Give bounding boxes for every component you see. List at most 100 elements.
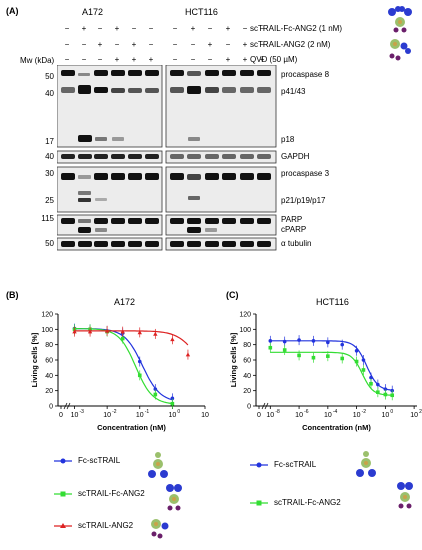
band-label-tubulin: α tubulin bbox=[281, 239, 312, 248]
x-tick-label: 10 bbox=[381, 412, 389, 419]
western-blots bbox=[57, 65, 277, 251]
mw-header: Mw (kDa) bbox=[20, 56, 55, 65]
x-tick-label: 10 bbox=[103, 412, 111, 419]
sign-r0-g0-l0: − bbox=[64, 24, 70, 33]
sign-r0-g1-l4: − bbox=[242, 24, 248, 33]
data-point-0 bbox=[383, 387, 388, 391]
treatment-label-2: scTRAIL-ANG2 (2 nM) bbox=[250, 40, 331, 49]
a172-caspase8-blot bbox=[57, 65, 163, 148]
sign-r2-g1-l3: + bbox=[225, 55, 231, 64]
band-label-p21-p19-p17: p21/p19/p17 bbox=[281, 196, 326, 205]
data-point-2 bbox=[72, 329, 77, 334]
sign-r1-g0-l4: + bbox=[131, 40, 137, 49]
fit-curve-2 bbox=[74, 330, 189, 346]
sign-r0-g0-l4: − bbox=[131, 24, 137, 33]
data-point-2 bbox=[120, 329, 125, 334]
mw-marker-8: 50 bbox=[45, 239, 54, 248]
x-tick-label: 10 bbox=[295, 412, 303, 419]
panel-c-title: HCT116 bbox=[316, 297, 349, 307]
y-tick-label: 60 bbox=[243, 358, 251, 365]
x-tick-label: 10 bbox=[324, 412, 332, 419]
sign-r2-g1-l0: − bbox=[172, 55, 178, 64]
band-label-p41-43: p41/43 bbox=[281, 87, 306, 96]
fc-scTRAIL-legend-icon bbox=[148, 452, 168, 478]
sign-r2-g0-l4: + bbox=[131, 55, 137, 64]
data-point-0 bbox=[297, 338, 301, 342]
x-tick-exp: 0 bbox=[390, 409, 393, 415]
data-point-2 bbox=[153, 331, 158, 336]
y-tick-label: 80 bbox=[243, 342, 251, 349]
data-point-1 bbox=[137, 373, 142, 378]
sign-r1-g1-l1: − bbox=[190, 40, 196, 49]
y-tick-label: 120 bbox=[239, 312, 251, 319]
chart-a172: 020406080100120010-310-210-1100101Living… bbox=[30, 312, 209, 433]
sign-r2-g1-l1: − bbox=[190, 55, 196, 64]
legend-b-item-1 bbox=[54, 458, 72, 464]
data-point-2 bbox=[87, 329, 93, 334]
data-point-0 bbox=[376, 382, 380, 387]
mw-marker-3: 17 bbox=[45, 137, 54, 146]
data-point-0 bbox=[361, 358, 366, 362]
sign-r2-g1-l4: + bbox=[242, 55, 248, 64]
molecule-icons bbox=[388, 6, 412, 61]
axis-break bbox=[264, 402, 269, 410]
sign-r2-g1-l2: − bbox=[207, 55, 213, 64]
data-point-0 bbox=[369, 375, 373, 380]
sign-r1-g1-l4: + bbox=[242, 40, 248, 49]
x-tick-exp: -1 bbox=[145, 409, 150, 415]
data-point-1 bbox=[170, 401, 175, 406]
y-tick-label: 40 bbox=[243, 373, 251, 380]
sign-r1-g1-l2: + bbox=[207, 40, 213, 49]
band-label-p18: p18 bbox=[281, 135, 295, 144]
x-tick-exp: -4 bbox=[333, 409, 338, 415]
fc-scTRAIL-legend-icon-c bbox=[356, 451, 376, 477]
sign-r1-g1-l0: − bbox=[172, 40, 178, 49]
data-point-0 bbox=[354, 349, 359, 353]
sign-r1-g0-l1: − bbox=[81, 40, 87, 49]
x-tick-label: 10 bbox=[353, 412, 361, 419]
x-axis-label: Concentration (nM) bbox=[97, 423, 166, 432]
data-point-1 bbox=[376, 390, 380, 394]
data-point-1 bbox=[354, 359, 359, 364]
data-point-1 bbox=[369, 381, 373, 386]
y-tick-label: 120 bbox=[41, 312, 53, 319]
sign-r1-g0-l2: + bbox=[97, 40, 103, 49]
sign-r2-g0-l3: + bbox=[114, 55, 120, 64]
band-label-procaspase8: procaspase 8 bbox=[281, 70, 330, 79]
legend-c-label-2: scTRAIL-Fc-ANG2 bbox=[274, 498, 341, 507]
data-point-1 bbox=[268, 345, 273, 350]
treatment-label-3: QVD (50 µM) bbox=[250, 55, 298, 64]
x-tick-exp: -6 bbox=[304, 409, 309, 415]
band-label-parp: PARP bbox=[281, 215, 303, 224]
legend-c-item-2 bbox=[250, 500, 268, 506]
x-tick-label: 0 bbox=[59, 412, 63, 419]
cell-line-hct116: HCT116 bbox=[185, 7, 218, 17]
data-point-0 bbox=[282, 339, 287, 344]
x-tick-exp: 0 bbox=[177, 409, 180, 415]
y-tick-label: 0 bbox=[247, 404, 251, 411]
treatment-label-1: scTRAIL-Fc-ANG2 (1 nM) bbox=[250, 24, 343, 33]
data-point-1 bbox=[282, 348, 287, 352]
axis-break bbox=[66, 402, 71, 410]
x-tick-exp: -3 bbox=[80, 409, 85, 415]
sign-r0-g0-l2: − bbox=[97, 24, 103, 33]
scTRAIL-ang2-icon bbox=[389, 39, 411, 61]
data-point-0 bbox=[170, 396, 175, 401]
data-point-1 bbox=[297, 353, 301, 358]
data-point-1 bbox=[153, 392, 158, 397]
band-label-gapdh: GAPDH bbox=[281, 152, 310, 161]
data-point-0 bbox=[137, 359, 142, 364]
x-tick-exp: -2 bbox=[112, 409, 117, 415]
sign-r2-g0-l5: + bbox=[148, 55, 154, 64]
scTRAIL-ANG2-legend-icon bbox=[151, 519, 169, 539]
sign-r0-g0-l3: + bbox=[114, 24, 120, 33]
sign-r1-g0-l0: − bbox=[64, 40, 70, 49]
fit-curve-1 bbox=[270, 351, 393, 396]
sign-r2-g1-l5: + bbox=[259, 55, 265, 64]
cell-line-a172: A172 bbox=[82, 7, 104, 17]
fit-curve-0 bbox=[270, 340, 393, 391]
scTRAIL-Fc-ANG2-legend-icon bbox=[166, 484, 182, 511]
x-tick-exp: 2 bbox=[419, 409, 422, 415]
mw-marker-4: 40 bbox=[45, 152, 54, 161]
